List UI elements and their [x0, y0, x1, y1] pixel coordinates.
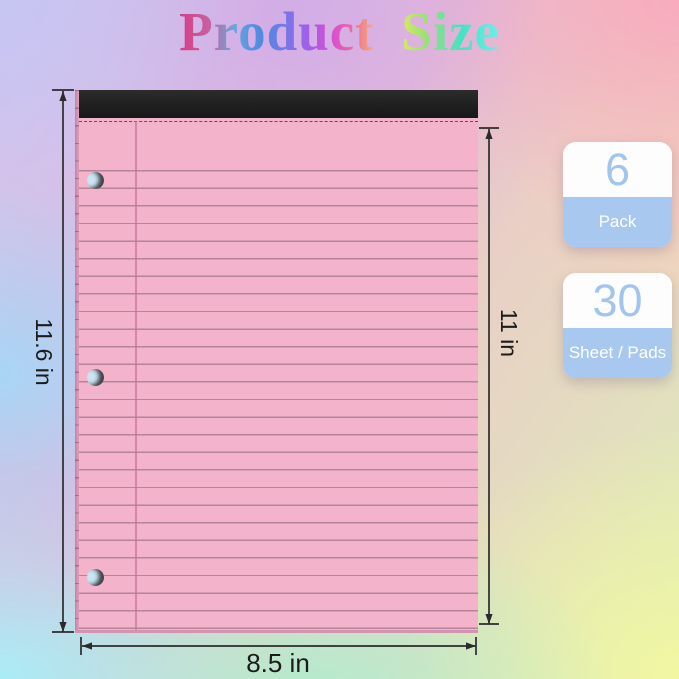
notepad — [75, 90, 478, 633]
sheet-stack-left-edge — [75, 90, 79, 633]
sheet-count-badge: 30 Sheet / Pads — [563, 273, 672, 378]
pack-count-value-panel: 6 — [563, 142, 672, 197]
binding-strip — [79, 90, 478, 118]
sheet-stack-bottom-edge — [75, 630, 478, 633]
sheet-count-label: Sheet / Pads — [568, 343, 667, 362]
sheet-count-value: 30 — [592, 275, 643, 326]
pack-count-badge: 6 Pack — [563, 142, 672, 247]
perforation-line — [79, 121, 478, 122]
punch-hole — [87, 569, 104, 586]
pad-width-label: 8.5 in — [246, 647, 310, 678]
punch-hole — [87, 172, 104, 189]
ruled-lines — [79, 170, 478, 630]
pack-count-label-panel: Pack — [563, 197, 672, 247]
punch-hole — [87, 369, 104, 386]
sheet-height-dimension-arrow — [479, 127, 499, 625]
pad-height-label: 11.6 in — [31, 318, 58, 386]
pack-count-value: 6 — [604, 144, 631, 195]
margin-line — [135, 121, 137, 630]
pack-count-label: Pack — [598, 212, 637, 231]
sheet-count-label-panel: Sheet / Pads — [563, 328, 672, 378]
sheet-height-label: 11 in — [496, 308, 523, 358]
page-title: Product Size — [0, 0, 679, 63]
sheet-count-value-panel: 30 — [563, 273, 672, 328]
page-title-text: Product Size — [179, 1, 500, 62]
